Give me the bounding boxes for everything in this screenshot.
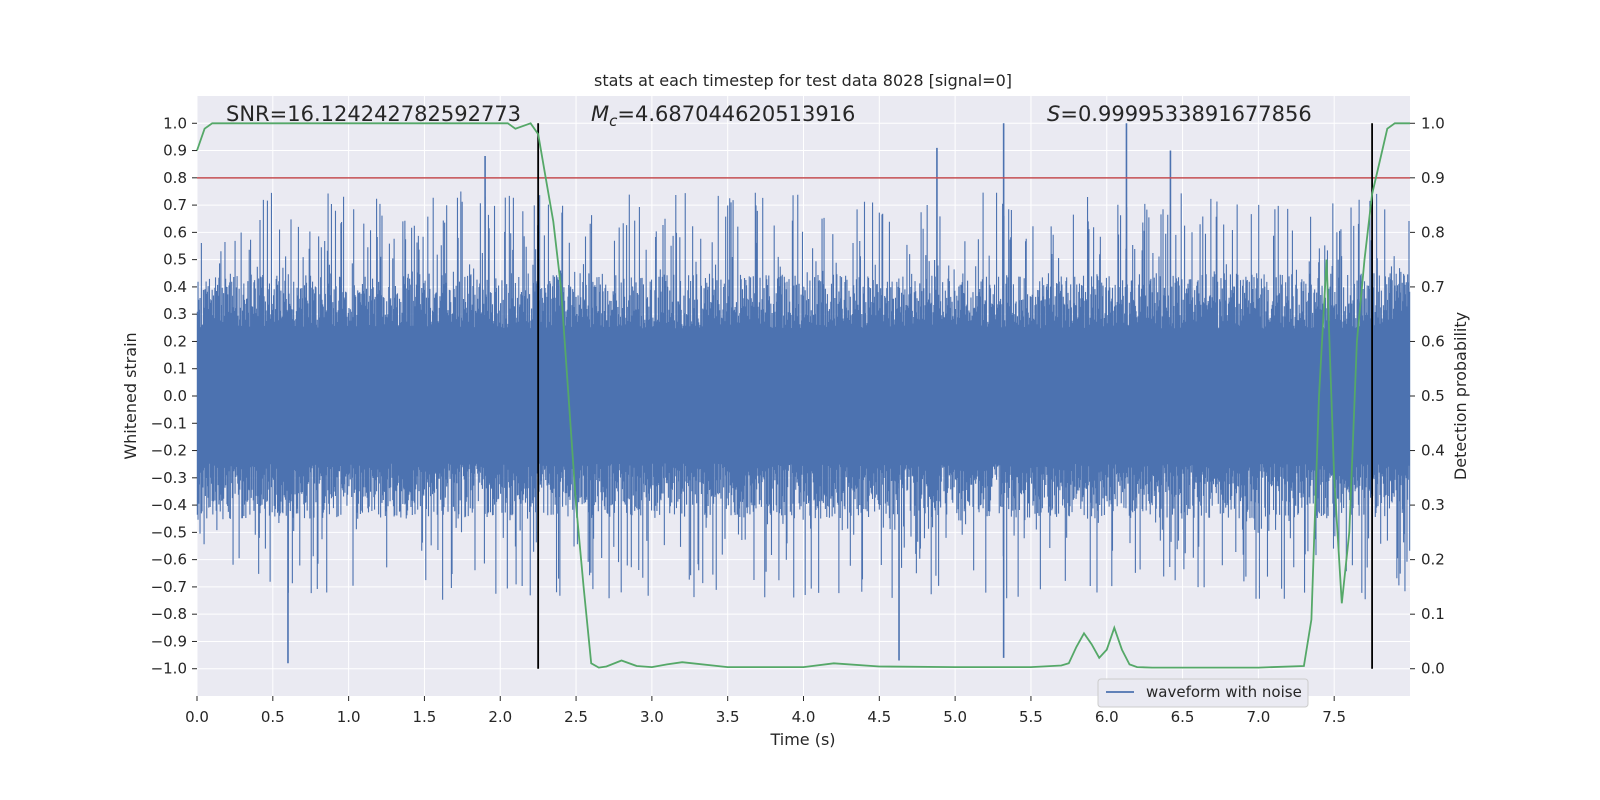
x-tick-label: 1.5 bbox=[413, 708, 437, 726]
snr-annotation: SNR=16.124242782592773 bbox=[226, 102, 521, 126]
legend: waveform with noise bbox=[1097, 678, 1309, 708]
y2-axis-ticks: 1.0 0.9 0.8 0.7 0.6 0.5 0.4 0.3 0.2 0.1 0.0 bbox=[1410, 114, 1445, 678]
legend-box bbox=[1097, 678, 1309, 708]
y-tick-label: 0.7 bbox=[163, 196, 187, 214]
y2-tick-label: 0.0 bbox=[1421, 660, 1445, 678]
x-tick-label: 7.5 bbox=[1322, 708, 1346, 726]
y2-tick-label: 1.0 bbox=[1421, 114, 1445, 132]
x-tick-label: 2.0 bbox=[488, 708, 512, 726]
x-tick-label: 3.0 bbox=[640, 708, 664, 726]
x-tick-label: 5.5 bbox=[1019, 708, 1043, 726]
y-tick-label: −0.2 bbox=[151, 442, 187, 460]
x-tick-label: 2.5 bbox=[564, 708, 588, 726]
y-tick-label: 0.1 bbox=[163, 360, 187, 378]
x-tick-label: 1.0 bbox=[337, 708, 361, 726]
chirp-mass-symbol: M bbox=[591, 102, 609, 126]
y-tick-label: 0.4 bbox=[163, 278, 187, 296]
y2-tick-label: 0.8 bbox=[1421, 223, 1445, 241]
y-tick-label: −1.0 bbox=[151, 660, 187, 678]
score-value: =0.9999533891677856 bbox=[1060, 102, 1311, 126]
y-tick-label: 0.5 bbox=[163, 251, 187, 269]
y-tick-label: −0.9 bbox=[151, 632, 187, 650]
x-tick-label: 4.5 bbox=[867, 708, 891, 726]
y-tick-label: −0.5 bbox=[151, 523, 187, 541]
x-axis-label: Time (s) bbox=[769, 730, 835, 749]
y2-tick-label: 0.7 bbox=[1421, 278, 1445, 296]
event-markers bbox=[537, 123, 1373, 669]
y2-tick-label: 0.2 bbox=[1421, 551, 1445, 569]
y2-tick-label: 0.6 bbox=[1421, 332, 1445, 350]
detection-probability-series bbox=[196, 122, 1410, 669]
y-tick-label: −0.8 bbox=[151, 605, 187, 623]
y2-tick-label: 0.5 bbox=[1421, 387, 1445, 405]
waveform-line bbox=[196, 191, 1411, 600]
x-tick-label: 5.0 bbox=[943, 708, 967, 726]
score-symbol: S bbox=[1047, 102, 1060, 126]
x-axis-ticks: 0.0 0.5 1.0 1.5 2.0 2.5 3.0 3.5 4.0 4.5 5.0 5.5 6.0 6… bbox=[185, 696, 1346, 726]
chirp-mass-value: =4.687044620513916 bbox=[617, 102, 855, 126]
y-tick-label: 0.2 bbox=[163, 332, 187, 350]
y2-tick-label: 0.1 bbox=[1421, 605, 1445, 623]
chirp-mass-subscript: c bbox=[609, 112, 618, 130]
y2-axis-label: Detection probability bbox=[1451, 312, 1470, 480]
x-tick-label: 3.5 bbox=[716, 708, 740, 726]
y-tick-label: 0.8 bbox=[163, 169, 187, 187]
y2-tick-label: 0.4 bbox=[1421, 442, 1445, 460]
y-axis-ticks: 1.0 0.9 0.8 0.7 0.6 0.5 0.4 0.3 0.2 0.1 0.0 −0.1 −0.… bbox=[151, 114, 197, 678]
y-tick-label: −0.3 bbox=[151, 469, 187, 487]
y2-tick-label: 0.9 bbox=[1421, 169, 1445, 187]
probability-line bbox=[196, 122, 1410, 669]
x-tick-label: 7.0 bbox=[1246, 708, 1270, 726]
chart-title: stats at each timestep for test data 802… bbox=[594, 71, 1012, 90]
y-tick-label: 0.9 bbox=[163, 142, 187, 160]
waveform-with-noise-series bbox=[196, 123, 1411, 664]
legend-label-waveform: waveform with noise bbox=[1146, 683, 1302, 701]
y-tick-label: −0.6 bbox=[151, 551, 187, 569]
y-tick-label: −0.7 bbox=[151, 578, 187, 596]
x-tick-label: 6.5 bbox=[1171, 708, 1195, 726]
x-tick-label: 4.0 bbox=[792, 708, 816, 726]
y-tick-label: 0.3 bbox=[163, 305, 187, 323]
y-axis-label: Whitened strain bbox=[121, 332, 140, 459]
y-tick-label: 0.6 bbox=[163, 223, 187, 241]
y-tick-label: 0.0 bbox=[163, 387, 187, 405]
x-tick-label: 0.5 bbox=[261, 708, 285, 726]
x-tick-label: 6.0 bbox=[1095, 708, 1119, 726]
chirp-mass-annotation: Mc=4.687044620513916 bbox=[591, 102, 855, 130]
x-tick-label: 0.0 bbox=[185, 708, 209, 726]
y-tick-label: 1.0 bbox=[163, 114, 187, 132]
y-tick-label: −0.1 bbox=[151, 414, 187, 432]
score-annotation: S=0.9999533891677856 bbox=[1047, 102, 1312, 126]
y2-tick-label: 0.3 bbox=[1421, 496, 1445, 514]
y-tick-label: −0.4 bbox=[151, 496, 187, 514]
